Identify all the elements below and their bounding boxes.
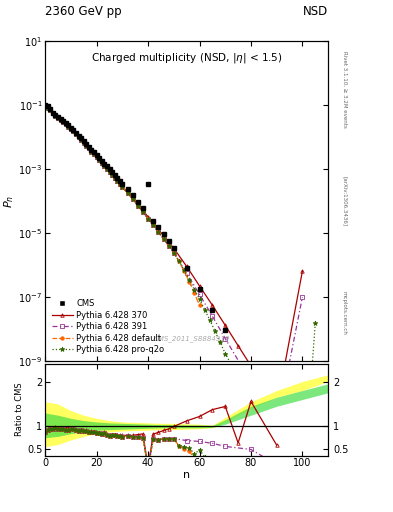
- X-axis label: n: n: [183, 470, 190, 480]
- Text: [arXiv:1306.3436]: [arXiv:1306.3436]: [342, 176, 347, 226]
- Text: NSD: NSD: [303, 5, 328, 18]
- Y-axis label: Ratio to CMS: Ratio to CMS: [15, 383, 24, 436]
- Text: CMS_2011_S8884919: CMS_2011_S8884919: [154, 335, 231, 342]
- Text: Charged multiplicity (NSD, |$\eta$| < 1.5): Charged multiplicity (NSD, |$\eta$| < 1.…: [91, 51, 283, 65]
- Y-axis label: $P_n$: $P_n$: [2, 195, 16, 207]
- Text: mcplots.cern.ch: mcplots.cern.ch: [342, 291, 347, 335]
- Text: 2360 GeV pp: 2360 GeV pp: [45, 5, 122, 18]
- Text: Rivet 3.1.10, ≥ 3.2M events: Rivet 3.1.10, ≥ 3.2M events: [342, 51, 347, 127]
- Legend: CMS, Pythia 6.428 370, Pythia 6.428 391, Pythia 6.428 default, Pythia 6.428 pro-: CMS, Pythia 6.428 370, Pythia 6.428 391,…: [50, 297, 167, 357]
